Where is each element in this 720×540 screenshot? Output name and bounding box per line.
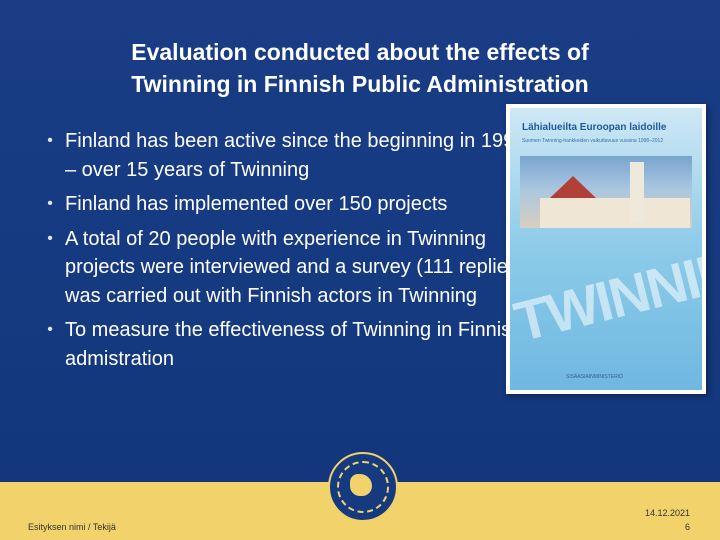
bullet-text: To measure the effectiveness of Twinning…	[65, 319, 523, 370]
bullet-item: • Finland has been active since the begin…	[40, 127, 530, 184]
lion-emblem-icon	[350, 474, 372, 496]
bullet-item: • Finland has implemented over 150 projec…	[40, 190, 530, 219]
footer-date: 14.12.2021	[644, 508, 690, 518]
bullet-text: Finland has been active since the beginn…	[65, 130, 526, 181]
book-cover-art: Lähialueilta Euroopan laidoille Suomen T…	[510, 108, 702, 390]
bullet-list: • Finland has been active since the begin…	[40, 127, 530, 379]
slide-title-line-1: Evaluation conducted about the effects o…	[131, 39, 589, 65]
footer-presentation-author: Esityksen nimi / Tekijä	[28, 522, 116, 532]
bullet-text: Finland has implemented over 150 project…	[65, 193, 448, 215]
slide-title-line-2: Twinning in Finnish Public Administratio…	[131, 71, 589, 97]
bullet-icon: •	[47, 195, 53, 212]
book-cover-photo	[520, 156, 692, 228]
church-wall	[540, 198, 690, 228]
slide-title: Evaluation conducted about the effects o…	[40, 36, 680, 100]
book-cover-image: Lähialueilta Euroopan laidoille Suomen T…	[506, 104, 706, 394]
church-tower	[630, 162, 644, 222]
bullet-item: • A total of 20 people with experience in…	[40, 225, 530, 311]
bullet-icon: •	[47, 321, 53, 338]
book-cover-watermark: TWINNING	[510, 227, 702, 354]
bullet-text: A total of 20 people with experience in …	[65, 227, 525, 307]
book-cover-publisher: SISÄASIAINMINISTERIÖ	[566, 374, 623, 380]
seal-ring	[337, 461, 389, 513]
book-cover-subtitle: Suomen Twinning-hankkeiden vaikuttavuus …	[522, 138, 664, 144]
footer-page-number: 6	[684, 522, 690, 532]
book-cover-title: Lähialueilta Euroopan laidoille	[522, 122, 667, 133]
bullet-icon: •	[47, 132, 53, 149]
church-roof	[550, 176, 596, 198]
bullet-item: • To measure the effectiveness of Twinnin…	[40, 316, 530, 373]
bullet-icon: •	[47, 229, 53, 247]
ministry-seal-icon	[328, 452, 398, 522]
